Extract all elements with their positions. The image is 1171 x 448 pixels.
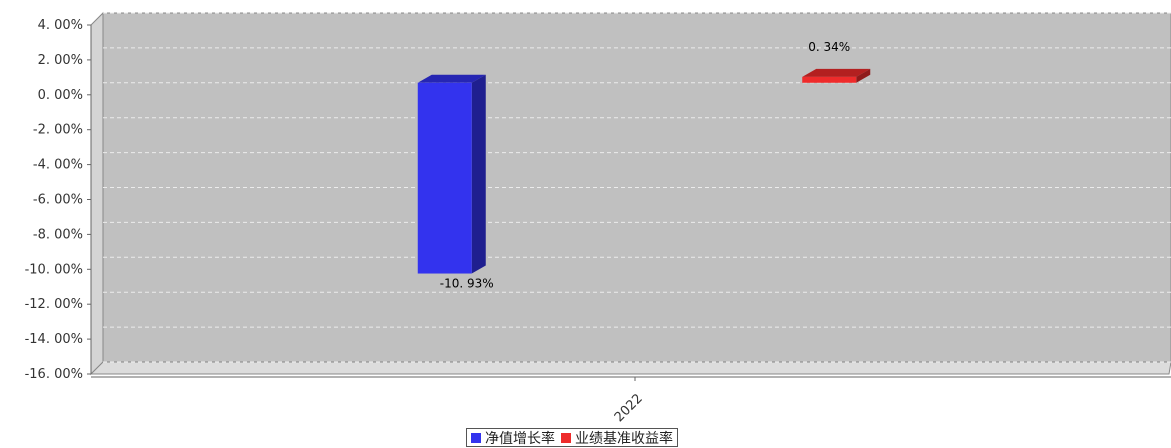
legend: 净值增长率 业绩基准收益率 bbox=[466, 428, 678, 447]
legend-label-nav-growth: 净值增长率 bbox=[485, 430, 555, 447]
y-tick-label: -8. 00% bbox=[33, 227, 83, 242]
legend-label-benchmark: 业绩基准收益率 bbox=[575, 430, 673, 447]
y-tick-label: -10. 00% bbox=[25, 262, 83, 277]
y-tick-label: -16. 00% bbox=[25, 367, 83, 382]
left-wall bbox=[90, 11, 104, 376]
legend-item-nav-growth: 净值增长率 bbox=[471, 428, 555, 448]
y-tick-label: -14. 00% bbox=[25, 332, 83, 347]
data-label-nav-growth: -10. 93% bbox=[440, 277, 494, 291]
x-tick-label: 2022 bbox=[612, 391, 646, 425]
bar-top-nav-growth bbox=[417, 74, 486, 83]
y-tick-label: 2. 00% bbox=[38, 53, 83, 68]
y-tick-label: 0. 00% bbox=[38, 88, 83, 103]
y-tick-label: -2. 00% bbox=[33, 123, 83, 138]
floor bbox=[89, 361, 1171, 375]
data-label-benchmark: 0. 34% bbox=[808, 40, 850, 54]
legend-item-benchmark: 业绩基准收益率 bbox=[561, 428, 673, 448]
y-tick-label: 4. 00% bbox=[38, 18, 83, 33]
y-tick-label: -4. 00% bbox=[33, 158, 83, 173]
legend-swatch-benchmark bbox=[561, 432, 571, 443]
bar-top-benchmark bbox=[802, 68, 871, 77]
bar-side-benchmark bbox=[856, 68, 871, 83]
bar-nav-growth bbox=[417, 82, 472, 274]
bar-side-nav-growth bbox=[471, 74, 486, 274]
y-tick-label: -6. 00% bbox=[33, 193, 83, 208]
y-tick-label: -12. 00% bbox=[25, 297, 83, 312]
bar-benchmark bbox=[802, 76, 857, 83]
legend-swatch-nav-growth bbox=[471, 432, 481, 443]
